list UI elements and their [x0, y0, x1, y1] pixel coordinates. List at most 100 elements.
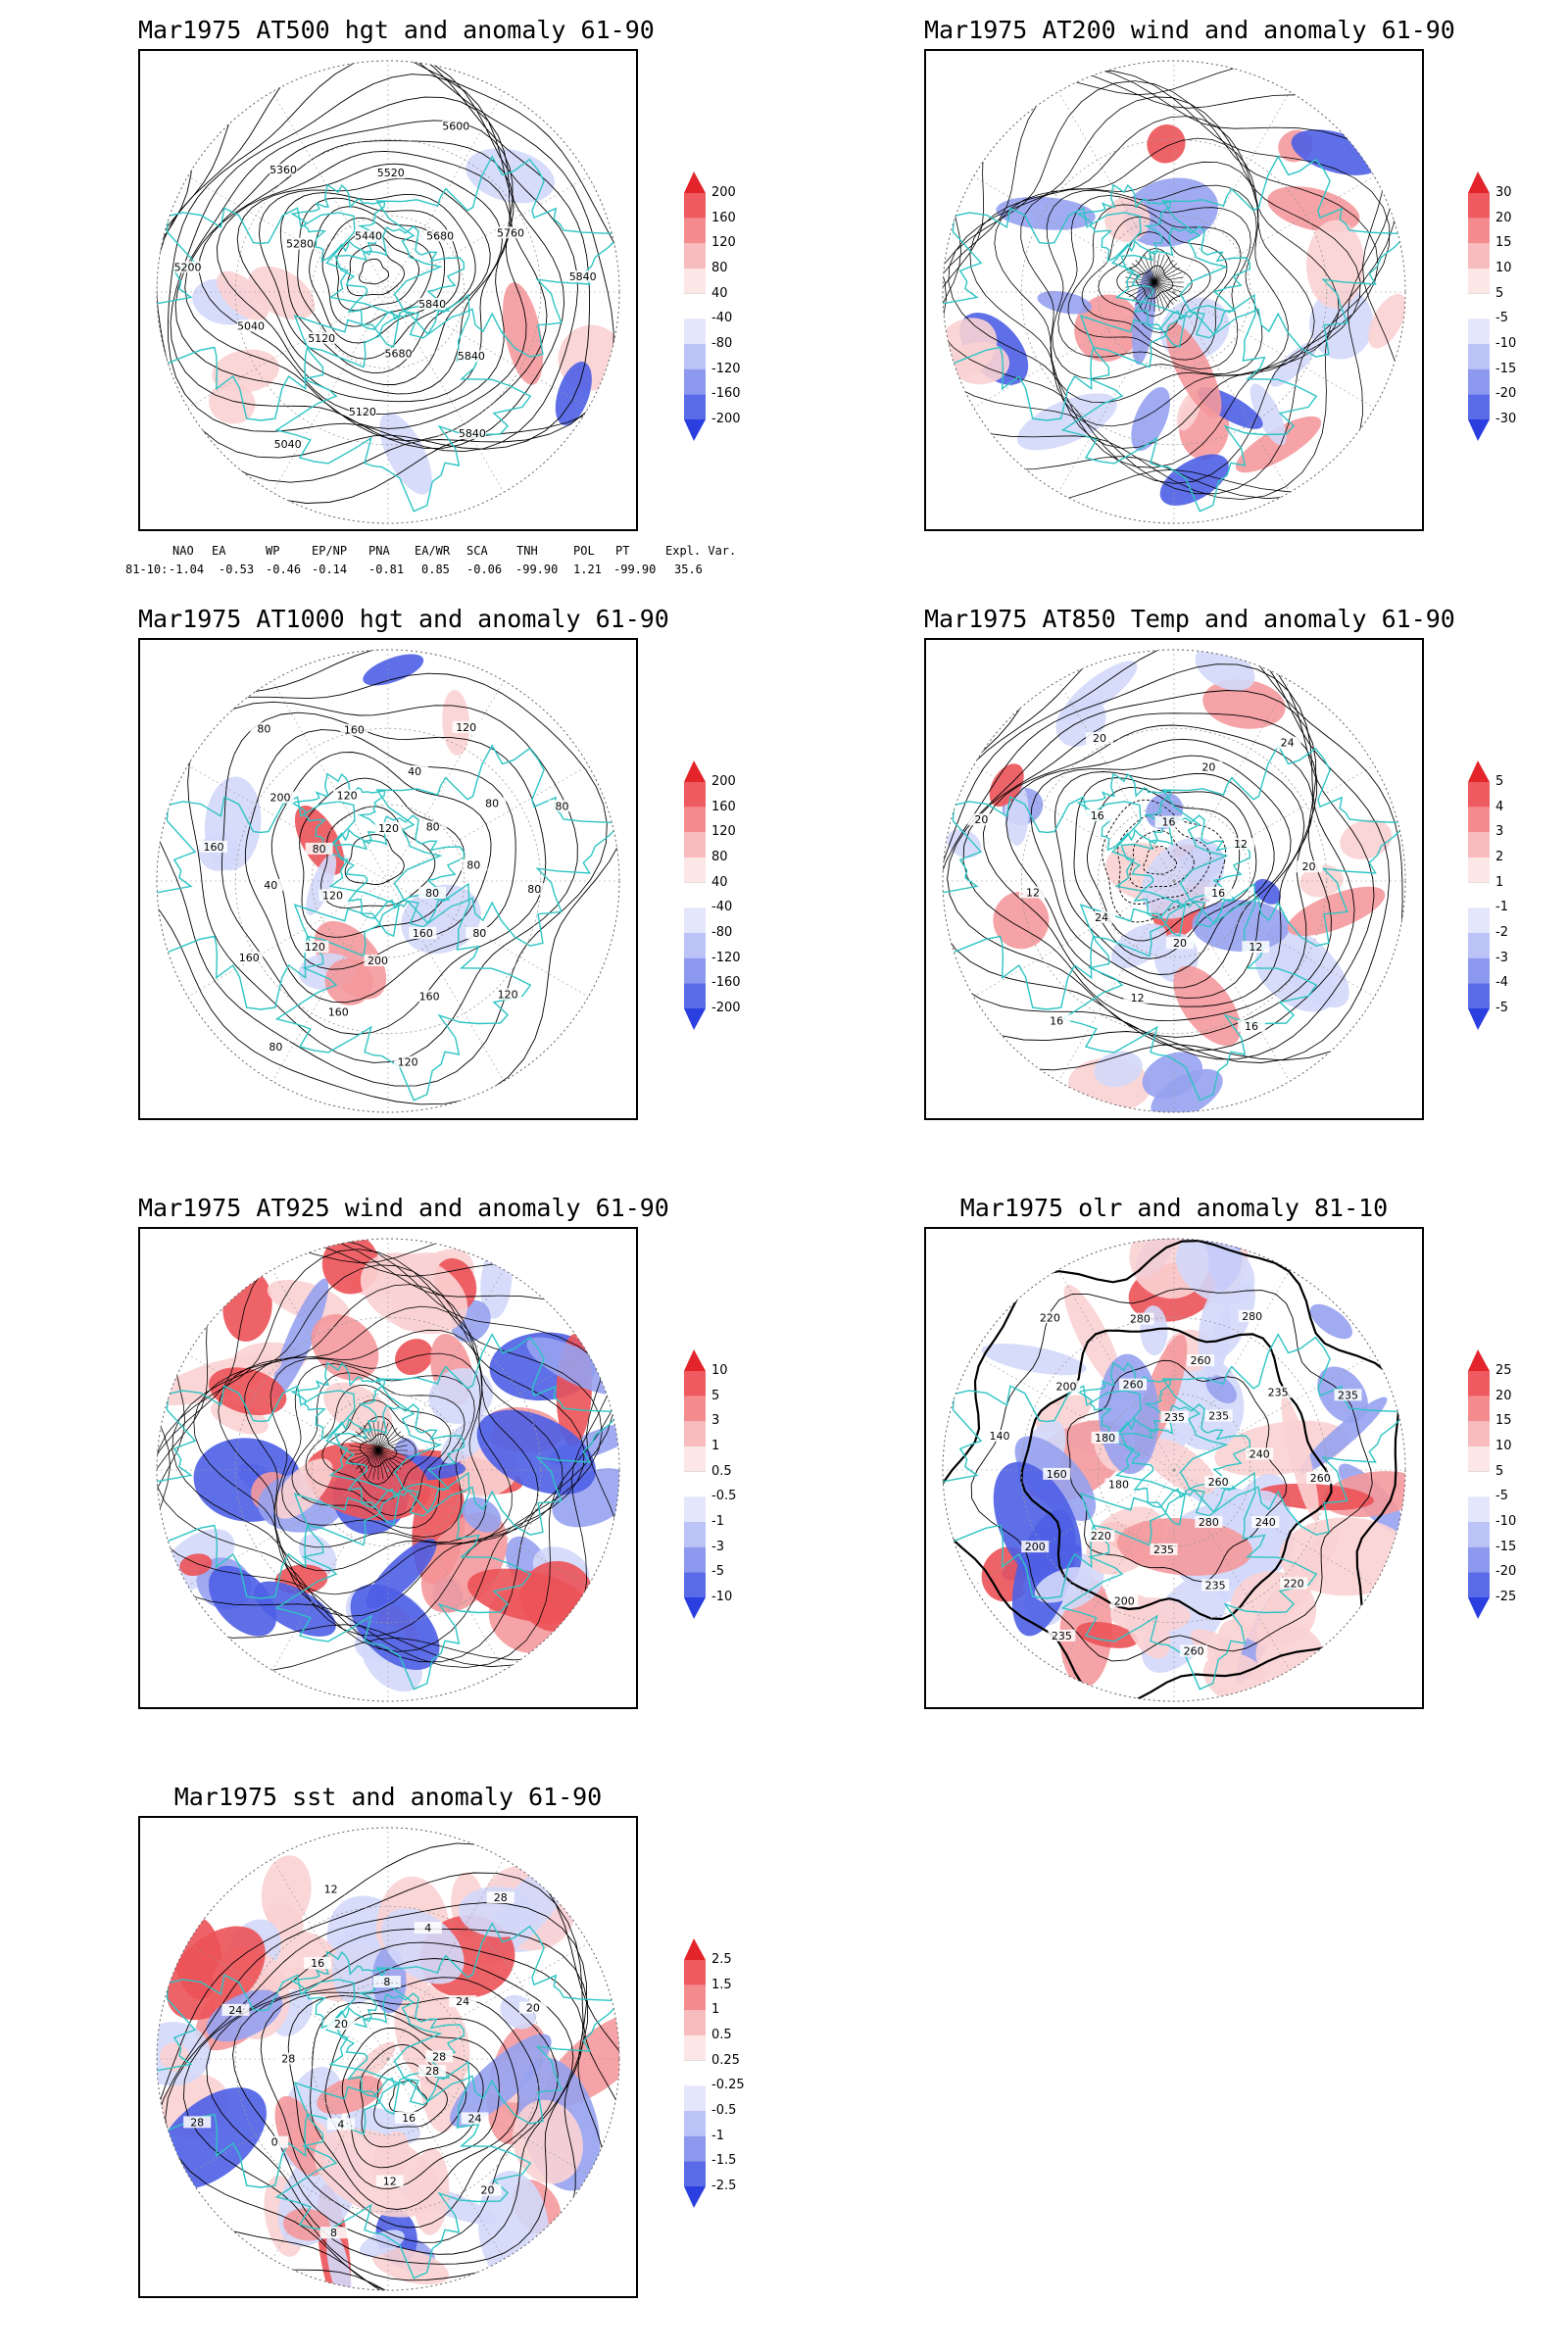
contour-label: 5520	[377, 167, 405, 179]
meridian-line	[1173, 880, 1375, 998]
contour-label: 5360	[270, 164, 297, 176]
coastline	[1161, 155, 1405, 358]
positive-anomaly-shading	[217, 270, 270, 321]
contour-label-bg	[1246, 1447, 1274, 1460]
contour-label-bg	[1238, 1309, 1266, 1322]
contour-label-bg	[1195, 760, 1223, 773]
contour-label-bg	[409, 926, 437, 939]
contour-label-bg	[257, 878, 285, 891]
contour-label-bg	[1087, 1530, 1115, 1543]
meridian-line	[187, 1353, 389, 1471]
index-header: TNH	[516, 544, 538, 558]
colorbar-segment	[1468, 807, 1490, 833]
colorbar-tick-label: -160	[711, 386, 741, 402]
colorbar-tick-label: 80	[711, 850, 728, 864]
positive-anomaly-shading	[222, 1270, 272, 1342]
colorbar-tick-label: -120	[711, 950, 741, 965]
polar-map-svg: 80 80 120 160 160 120 200 160 80 120 160 120 40 160 80…	[156, 649, 620, 1113]
negative-anomaly-shading	[1265, 924, 1349, 1008]
contour-label-bg	[267, 791, 295, 804]
contour-label-bg	[1154, 815, 1183, 828]
contour-label-bg	[1086, 731, 1114, 744]
contour-label: 20	[334, 2018, 348, 2031]
colorbar-bottom-arrow	[1468, 419, 1490, 441]
contour-label-bg	[460, 858, 488, 871]
streamline-convergence	[377, 1449, 405, 1466]
meridian-line	[187, 291, 389, 409]
streamline	[1116, 248, 1193, 317]
positive-anomaly-shading	[1144, 1438, 1216, 1494]
contour-line	[310, 2001, 519, 2210]
negative-anomaly-shading	[476, 1409, 596, 1495]
coastline	[290, 1361, 386, 1441]
colorbar-tick-label: 0.5	[711, 1463, 732, 1479]
meridian-line	[387, 2058, 505, 2260]
contour-label-bg	[486, 1891, 514, 1904]
colorbar-segment	[684, 1471, 706, 1497]
polar-map-svg: 5840 5840 5840 5680 5120 5040 5120 5040 5200 5280…	[156, 60, 620, 524]
negative-anomaly-shading	[253, 1581, 336, 1637]
streamline-convergence	[368, 1449, 379, 1479]
contour-label: 20	[1201, 760, 1215, 773]
contour-label: 260	[1123, 1379, 1144, 1392]
panel-title-at925: Mar1975 AT925 wind and anomaly 61-90	[138, 1194, 669, 1222]
negative-anomaly-shading	[1151, 1068, 1223, 1112]
streamline-convergence	[1153, 281, 1165, 311]
colorbar-tick-label: -3	[711, 1539, 724, 1554]
colorbar-segment	[1468, 1546, 1490, 1573]
meridian-line	[187, 175, 389, 293]
contour-label: 40	[408, 765, 421, 778]
contour-label: 16	[1050, 1014, 1063, 1027]
contour-label-bg	[494, 988, 522, 1001]
streamline	[157, 1239, 619, 1669]
contour-label-bg	[273, 438, 302, 451]
negative-anomaly-shading	[1270, 341, 1317, 387]
streamline-convergence	[377, 1449, 389, 1479]
index-header: PNA	[368, 544, 390, 558]
contour-label-bg	[1048, 1629, 1076, 1642]
meridian-line	[1173, 680, 1291, 882]
index-row-label: 81-10:	[125, 563, 169, 576]
contour-label: 160	[1047, 1468, 1067, 1481]
index-value: -0.46	[266, 563, 302, 576]
contour-line	[157, 1872, 619, 2290]
contour-label: 235	[1052, 1630, 1072, 1642]
polar-map-svg	[942, 60, 1406, 524]
contour-label-bg	[518, 2001, 547, 2014]
colorbar-segment	[684, 957, 706, 984]
streamline	[157, 1239, 614, 1663]
contour-label-bg	[568, 270, 597, 283]
contour-label-bg	[418, 297, 447, 310]
positive-anomaly-shading	[503, 282, 544, 385]
contour-line	[216, 150, 511, 403]
contour-label: 16	[1162, 815, 1176, 828]
contour-line	[236, 163, 503, 395]
streamline	[1067, 204, 1242, 361]
streamline-convergence	[363, 1424, 379, 1451]
latitude-circle	[311, 1393, 466, 1547]
colorbar-sst	[680, 1938, 710, 2208]
negative-anomaly-shading	[1309, 1303, 1352, 1340]
coastline	[334, 1403, 466, 1514]
contour-label-bg	[520, 883, 549, 896]
colorbar-segment	[684, 2111, 706, 2136]
streamline-convergence	[377, 1449, 408, 1456]
contour-label: 235	[1153, 1544, 1174, 1556]
streamline-convergence	[349, 1445, 379, 1451]
streamline-convergence	[1153, 256, 1170, 283]
latitude-circle	[311, 804, 466, 958]
contour-label-bg	[236, 319, 265, 332]
streamline-convergence	[1135, 259, 1155, 283]
index-header: WP	[266, 544, 280, 558]
contour-label: 5200	[174, 261, 202, 273]
contour-label: 4	[337, 2118, 344, 2131]
negative-anomaly-shading	[359, 2230, 405, 2257]
latitude-circle	[1097, 804, 1251, 958]
streamline-convergence	[377, 1427, 398, 1451]
colorbar-tick-label: -5	[1495, 1001, 1508, 1015]
colorbar-segment	[684, 344, 706, 369]
contour-line	[1102, 799, 1226, 923]
contour-label: 16	[311, 1957, 324, 1970]
panel-title-sst: Mar1975 sst and anomaly 61-90	[173, 1783, 603, 1811]
contour-label: 28	[494, 1891, 508, 1904]
